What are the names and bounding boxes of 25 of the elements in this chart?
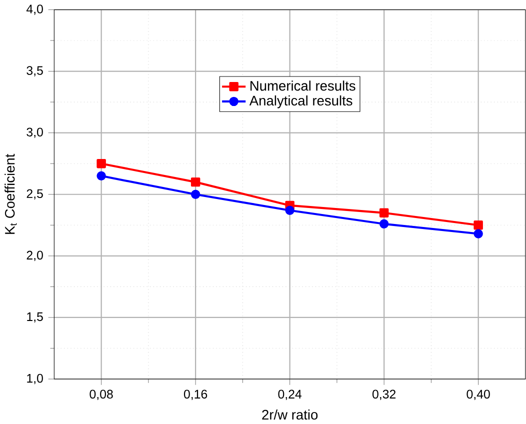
legend-label: Analytical results [249,95,352,108]
y-tick-label: 3,0 [26,128,43,138]
point [96,158,106,168]
point [96,171,106,180]
point [285,206,294,215]
point [190,177,200,187]
x-tick-label: 0,32 [372,390,396,400]
x-tick-label: 0,40 [466,390,490,400]
y-tick-label: 2,5 [26,189,43,200]
y-tick-label: 1,0 [27,374,43,384]
y-tick-label: 1,5 [27,312,43,322]
point [190,190,200,199]
x-tick-label: 0,24 [278,390,302,400]
legend-label: Numerical results [250,80,356,91]
x-axis-title: 2r/w ratio [262,409,318,420]
x-tick-label: 0,16 [184,390,208,400]
point [474,220,483,230]
point [379,219,389,228]
y-tick-label: 3,5 [26,66,43,76]
y-axis-title: K$_{t}$ Coefficient [4,154,17,234]
y-tick-label: 4,0 [26,4,43,15]
y-tick-label: 2,0 [26,250,43,261]
x-tick-label: 0,08 [90,390,113,400]
point [379,208,389,218]
point [474,229,483,238]
